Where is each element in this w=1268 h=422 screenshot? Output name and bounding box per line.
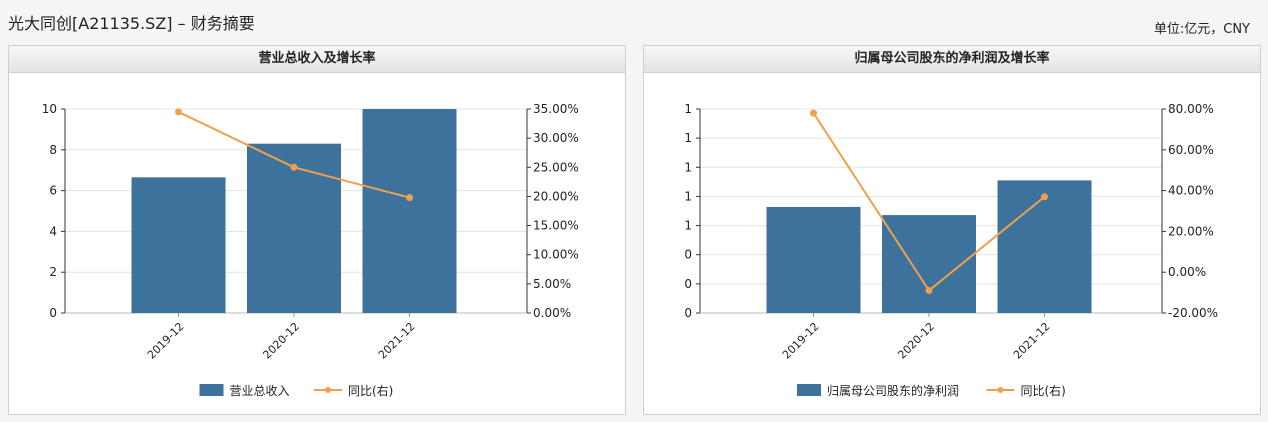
profit-legend-line-label: 同比(右) [1021, 383, 1066, 398]
profit-left-tick-label: 1 [684, 102, 692, 116]
revenue-right-tick-label: 25.00% [533, 160, 579, 174]
revenue-right-tick-label: 5.00% [533, 277, 571, 291]
profit-bar [997, 180, 1092, 313]
revenue-right-tick-label: 20.00% [533, 189, 579, 203]
revenue-legend-line-label: 同比(右) [348, 383, 393, 398]
revenue-left-tick-label: 2 [49, 265, 57, 279]
revenue-right-tick-label: 0.00% [533, 306, 571, 320]
revenue-left-tick-label: 10 [42, 102, 57, 116]
profit-x-tick-label: 2021-12 [1011, 320, 1053, 362]
revenue-legend-line-marker [325, 387, 331, 393]
profit-legend-bar-swatch [797, 384, 821, 396]
profit-growth-point [810, 109, 817, 117]
profit-left-tick-label: 0 [684, 306, 692, 320]
profit-bar [766, 206, 861, 313]
profit-growth-point [925, 287, 933, 295]
profit-left-tick-label: 1 [684, 160, 692, 174]
profit-right-tick-label: 0.00% [1168, 265, 1206, 279]
revenue-left-tick-label: 4 [49, 224, 57, 238]
revenue-right-tick-label: 35.00% [533, 102, 579, 116]
revenue-growth-point [290, 163, 298, 171]
revenue-growth-point [175, 108, 182, 116]
unit-label: 单位:亿元，CNY [1153, 22, 1250, 37]
profit-left-tick-label: 1 [684, 189, 692, 203]
profit-legend-bar-label: 归属母公司股东的净利润 [827, 383, 959, 398]
revenue-bar [362, 109, 457, 313]
revenue-left-tick-label: 6 [49, 184, 57, 198]
revenue-right-tick-label: 15.00% [533, 219, 579, 233]
revenue-right-tick-label: 10.00% [533, 248, 579, 262]
revenue-chart-title: 营业总收入及增长率 [9, 46, 625, 73]
profit-chart-panel: 归属母公司股东的净利润及增长率 0 0 0 1 1 1 1 1 -20.00% 0.00% 20.0… [643, 45, 1261, 415]
profit-left-tick-label: 0 [684, 277, 692, 291]
profit-x-tick-label: 2020-12 [895, 320, 937, 362]
profit-right-tick-label: 20.00% [1168, 224, 1214, 238]
profit-right-tick-label: -20.00% [1168, 306, 1218, 320]
profit-right-tick-label: 60.00% [1168, 143, 1214, 157]
profit-legend-line-marker [997, 387, 1004, 393]
revenue-legend-bar-label: 营业总收入 [230, 384, 290, 398]
revenue-bar [247, 143, 341, 313]
revenue-x-tick-label: 2021-12 [376, 320, 418, 362]
profit-chart: 0 0 0 1 1 1 1 1 -20.00% 0.00% 20.00% 40.00% 60.00% 80… [684, 102, 1218, 398]
revenue-left-tick-label: 8 [49, 143, 57, 157]
revenue-right-tick-label: 30.00% [533, 131, 579, 145]
revenue-legend-bar-swatch [199, 384, 224, 396]
revenue-x-tick-label: 2019-12 [145, 320, 187, 362]
revenue-x-tick-label: 2020-12 [260, 320, 302, 362]
revenue-growth-point [406, 194, 413, 202]
profit-chart-title: 归属母公司股东的净利润及增长率 [644, 46, 1260, 73]
profit-x-tick-label: 2019-12 [780, 320, 822, 362]
revenue-chart-panel: 营业总收入及增长率 0 2 4 6 8 10 0.00% 5.00% 10.00% 15.00% 2… [8, 45, 626, 415]
profit-right-tick-label: 40.00% [1168, 184, 1214, 198]
revenue-chart: 0 2 4 6 8 10 0.00% 5.00% 10.00% 15.00% 20.00% 25.00… [42, 102, 579, 398]
profit-left-tick-label: 1 [684, 131, 692, 145]
page-title: 光大同创[A21135.SZ] – 财务摘要 [8, 14, 255, 33]
profit-growth-point [1041, 193, 1048, 201]
revenue-left-tick-label: 0 [49, 306, 57, 320]
profit-left-tick-label: 0 [684, 248, 692, 262]
profit-right-tick-label: 80.00% [1168, 102, 1214, 116]
revenue-bar [131, 177, 226, 313]
profit-left-tick-label: 1 [684, 219, 692, 233]
